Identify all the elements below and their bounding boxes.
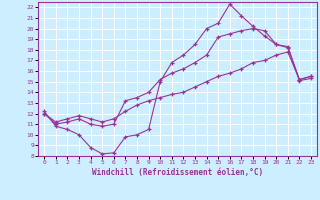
X-axis label: Windchill (Refroidissement éolien,°C): Windchill (Refroidissement éolien,°C) <box>92 168 263 177</box>
